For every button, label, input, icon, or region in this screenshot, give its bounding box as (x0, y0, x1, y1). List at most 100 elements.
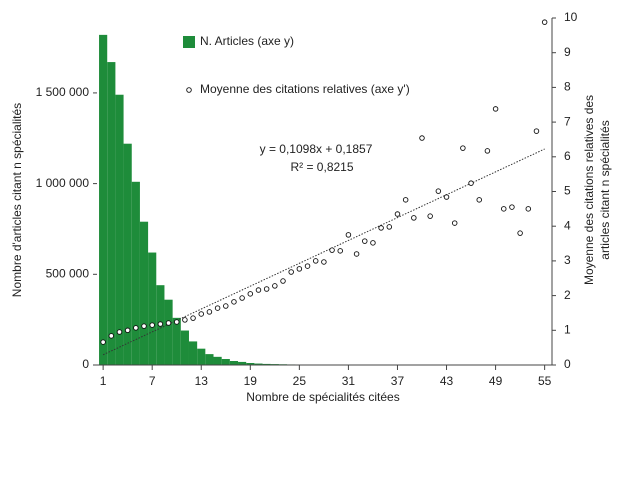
point (321, 259, 327, 265)
point (255, 287, 262, 293)
point (525, 206, 532, 212)
x-tick-label: 49 (489, 374, 503, 388)
point (337, 248, 343, 254)
bar (115, 94, 124, 365)
point (517, 230, 523, 236)
y-tick-label: 1 500 000 (36, 85, 90, 99)
point (247, 291, 254, 297)
bar (180, 330, 189, 365)
y2-tick-label: 2 (564, 288, 571, 302)
point (451, 220, 458, 226)
annotation: R² = 0,8215 (290, 160, 353, 174)
point (173, 319, 180, 325)
point (124, 327, 131, 334)
point (533, 128, 540, 134)
y2-tick-label: 4 (564, 218, 571, 232)
point (304, 263, 311, 269)
x-tick-label: 25 (293, 374, 307, 388)
point (108, 333, 115, 339)
bar (123, 143, 132, 365)
y2-tick-label: 10 (564, 10, 578, 24)
point (214, 305, 221, 311)
x-tick-label: 31 (342, 374, 356, 388)
point (419, 135, 425, 141)
x-tick-label: 55 (538, 374, 552, 388)
legend-swatch (186, 87, 192, 93)
point (402, 197, 409, 203)
point (492, 106, 499, 112)
point (509, 204, 515, 210)
bar (188, 341, 198, 365)
point (272, 283, 278, 289)
point (394, 211, 401, 217)
point (476, 197, 482, 203)
point (288, 269, 294, 275)
bar (221, 359, 230, 365)
point (443, 194, 450, 200)
bar (107, 62, 116, 366)
point (329, 247, 335, 253)
point (149, 322, 155, 328)
point (190, 315, 196, 321)
y2-tick-label: 0 (564, 357, 571, 371)
point (345, 232, 352, 238)
point (541, 19, 548, 25)
point (280, 278, 286, 284)
bar (148, 252, 157, 365)
point (116, 329, 123, 335)
point (460, 145, 466, 151)
y-tick-label: 0 (82, 357, 89, 371)
y2-tick-label: 9 (564, 45, 571, 59)
y2-axis-title: articles citant n spécialités (598, 120, 612, 259)
bar (205, 354, 214, 365)
point (223, 303, 229, 309)
y2-tick-label: 3 (564, 253, 571, 267)
point (370, 240, 376, 246)
bar (262, 363, 271, 365)
bar (172, 317, 181, 365)
legend-label: Moyenne des citations relatives (axe y') (200, 82, 410, 96)
x-tick-label: 1 (100, 374, 107, 388)
bar (213, 356, 222, 365)
x-tick-label: 13 (195, 374, 209, 388)
point (484, 148, 491, 154)
y-tick-label: 1 000 000 (36, 176, 90, 190)
point (501, 206, 507, 212)
point (263, 286, 270, 292)
x-tick-label: 19 (244, 374, 258, 388)
legend-swatch (183, 36, 195, 48)
point (435, 188, 442, 194)
x-axis-title: Nombre de spécialités citées (246, 390, 399, 404)
bar (99, 34, 108, 365)
point (206, 309, 213, 315)
point (353, 251, 360, 257)
point (362, 238, 368, 244)
x-tick-label: 7 (149, 374, 156, 388)
y2-axis-title: Moyenne des citations relatives des (582, 95, 596, 285)
x-tick-label: 37 (391, 374, 405, 388)
y2-tick-label: 1 (564, 322, 571, 336)
bar (254, 363, 263, 365)
point (239, 295, 245, 301)
point (231, 299, 237, 305)
point (411, 215, 417, 221)
y2-tick-label: 5 (564, 184, 571, 198)
y2-tick-label: 7 (564, 114, 571, 128)
y-tick-label: 500 000 (46, 266, 90, 280)
point (165, 320, 172, 326)
point (386, 224, 393, 230)
point (198, 311, 204, 317)
point (468, 180, 474, 186)
bar (139, 221, 149, 365)
y-axis-title: Nombre d'articles citant n spécialités (10, 103, 24, 297)
annotation: y = 0,1098x + 0,1857 (260, 142, 373, 156)
x-tick-label: 43 (440, 374, 454, 388)
point (296, 266, 303, 272)
point (100, 339, 106, 345)
point (133, 325, 139, 331)
bar (229, 361, 239, 365)
bar (197, 348, 206, 365)
point (157, 321, 164, 327)
bar (246, 363, 255, 365)
